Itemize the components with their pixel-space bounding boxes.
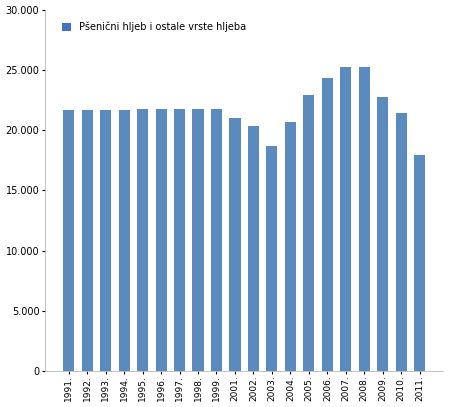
Bar [211,109,222,372]
Bar [340,68,352,372]
Bar [396,113,407,372]
Bar [322,78,333,372]
Bar [193,109,203,372]
Bar [82,109,92,372]
Bar [377,97,388,372]
Bar [119,109,130,372]
Bar [414,155,425,372]
Bar [174,109,185,372]
Legend: Pšenični hljeb i ostale vrste hljeba: Pšenični hljeb i ostale vrste hljeba [58,18,250,36]
Bar [137,109,148,372]
Bar [359,68,370,372]
Bar [155,109,167,372]
Bar [63,109,74,372]
Bar [266,146,277,372]
Bar [248,126,259,372]
Bar [100,109,111,372]
Bar [285,123,296,372]
Bar [304,95,314,372]
Bar [229,118,241,372]
